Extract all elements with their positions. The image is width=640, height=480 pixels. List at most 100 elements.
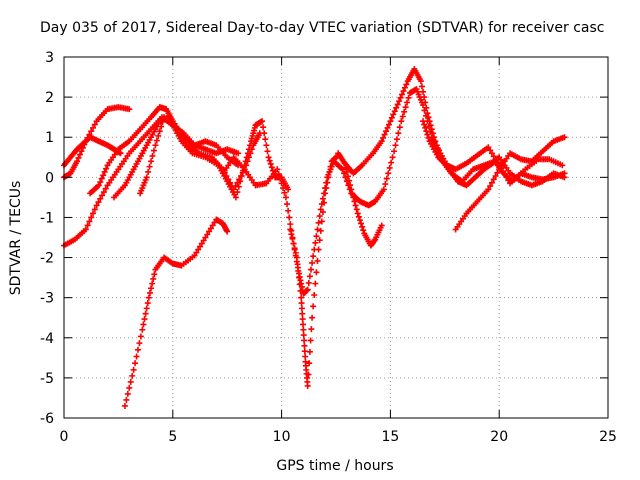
data-point [245, 146, 252, 153]
data-point [392, 142, 399, 149]
data-point [266, 157, 273, 164]
data-point [197, 243, 203, 250]
data-point [306, 360, 313, 367]
data-point [296, 281, 303, 288]
data-point [277, 175, 284, 182]
data-point [402, 104, 409, 111]
data-point [126, 384, 133, 391]
data-point [76, 151, 83, 158]
data-point [326, 168, 333, 175]
data-point [343, 168, 350, 175]
data-point [399, 113, 406, 120]
data-point [380, 186, 387, 193]
data-point [397, 94, 404, 101]
data-point [311, 291, 318, 298]
data-point [423, 128, 430, 135]
data-point [82, 138, 89, 145]
data-point [299, 316, 306, 323]
data-point [156, 128, 163, 135]
data-point [421, 121, 428, 128]
data-point [425, 134, 432, 141]
data-point [312, 280, 319, 287]
data-point [319, 195, 326, 202]
data-point [390, 111, 397, 118]
data-point [262, 136, 269, 143]
data-point [496, 162, 503, 169]
data-point [426, 118, 433, 125]
data-point [93, 202, 100, 209]
data-point [100, 172, 107, 179]
data-point [289, 235, 296, 242]
data-point [103, 165, 110, 172]
data-point [97, 179, 104, 186]
data-point [389, 154, 396, 161]
data-point [305, 371, 312, 378]
data-point [488, 150, 495, 157]
data-point [155, 132, 162, 139]
data-point [300, 332, 307, 339]
data-point [141, 316, 148, 323]
data-point [310, 303, 317, 310]
data-point [130, 366, 137, 373]
data-point [360, 227, 367, 234]
data-point [117, 150, 124, 157]
data-point [90, 124, 97, 131]
data-point [487, 183, 494, 190]
data-point [100, 189, 107, 196]
data-point [423, 104, 430, 111]
data-point [305, 279, 312, 286]
y-tick-label: -2 [40, 251, 54, 267]
data-point [315, 219, 322, 226]
data-point [322, 190, 329, 197]
data-point [295, 267, 302, 274]
data-point [391, 108, 398, 115]
data-point [310, 253, 317, 260]
data-point [306, 273, 313, 280]
data-point [382, 181, 389, 188]
data-point [274, 166, 281, 173]
data-point [285, 186, 292, 193]
data-point [267, 160, 274, 167]
data-point [429, 130, 436, 137]
data-point [505, 177, 512, 184]
data-point [307, 337, 314, 344]
data-point [90, 210, 97, 217]
data-point [140, 321, 147, 328]
data-point [487, 147, 494, 154]
data-point [307, 266, 314, 273]
y-tick-label: 1 [45, 130, 54, 146]
data-point [378, 138, 385, 145]
data-point [127, 378, 134, 385]
data-point [422, 99, 429, 106]
data-point [561, 134, 568, 141]
data-point [353, 206, 360, 213]
axis-ticks: 0 5 10 15 20 25 -6 -5 -4 -3 -2 -1 0 1 2 3 [40, 50, 617, 445]
data-point [433, 142, 440, 149]
data-point [232, 194, 239, 201]
data-point [396, 98, 403, 105]
data-point [384, 124, 391, 131]
data-point [195, 246, 202, 253]
data-point [404, 99, 411, 106]
data-point [290, 240, 297, 247]
data-point [158, 123, 165, 130]
data-point [417, 78, 424, 85]
data-point [325, 174, 332, 181]
data-point [247, 142, 254, 149]
data-point [425, 114, 432, 121]
data-point [86, 131, 93, 138]
data-point [148, 285, 155, 292]
data-point [234, 189, 241, 196]
data-point [129, 372, 136, 379]
data-point [359, 223, 366, 230]
data-layer [61, 66, 568, 409]
data-point [134, 346, 141, 353]
data-point [418, 83, 425, 90]
data-point [314, 257, 321, 264]
data-point [159, 118, 166, 125]
data-point [388, 114, 395, 121]
data-point [403, 81, 410, 88]
data-point [146, 163, 153, 170]
data-point [278, 180, 285, 187]
data-point [282, 194, 289, 201]
